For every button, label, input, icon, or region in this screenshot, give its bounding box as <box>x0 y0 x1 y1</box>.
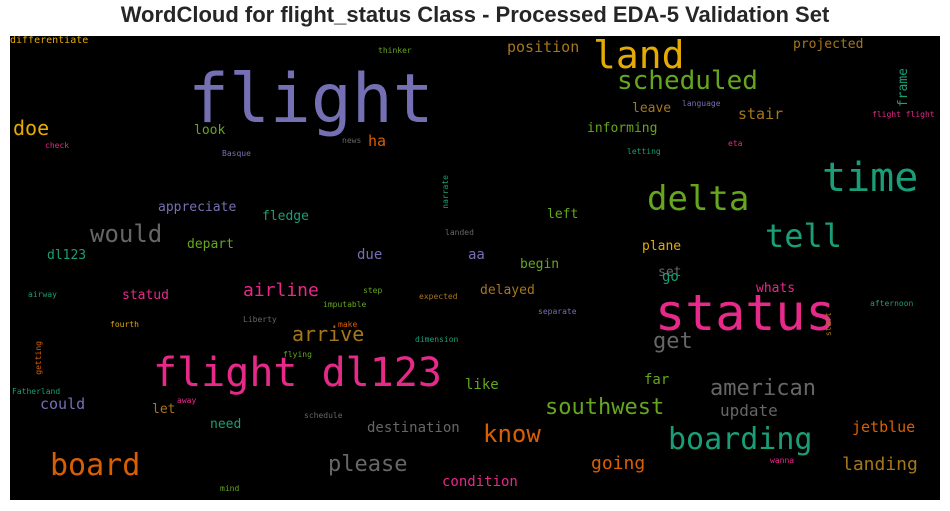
word-airway: airway <box>28 290 57 299</box>
word-afternoon: afternoon <box>870 299 914 308</box>
word-away: away <box>177 396 197 405</box>
word-frame: frame <box>896 68 911 108</box>
word-like: like <box>465 377 499 393</box>
word-statud: statud <box>122 288 169 303</box>
word-please: please <box>328 452 408 477</box>
word-arrive: arrive <box>292 322 365 346</box>
word-wanna: wanna <box>770 456 795 465</box>
word-informing: informing <box>587 121 658 136</box>
word-going: going <box>591 453 646 474</box>
word-look: look <box>194 123 226 138</box>
word-thinker: thinker <box>378 46 412 55</box>
word-status: status <box>655 284 836 342</box>
word-scheduled: scheduled <box>617 66 758 96</box>
word-jetblue: jetblue <box>852 418 916 436</box>
word-board: board <box>50 448 141 483</box>
word-airline: airline <box>243 280 319 301</box>
word-landing: landing <box>842 454 918 475</box>
word-time: time <box>822 155 919 201</box>
word-tell: tell <box>765 217 843 255</box>
word-language: language <box>682 99 721 108</box>
word-letting: letting <box>627 147 661 156</box>
word-american: american <box>710 376 816 401</box>
word-schedule: schedule <box>304 411 343 420</box>
chart-title: WordCloud for flight_status Class - Proc… <box>120 2 830 27</box>
word-eta: eta <box>728 139 743 148</box>
word-separate: separate <box>538 307 577 316</box>
word-know: know <box>483 420 541 448</box>
word-narrate: narrate <box>441 175 450 209</box>
word-expected: expected <box>419 292 458 301</box>
word-start: start <box>824 312 833 337</box>
word-position: position <box>507 38 580 56</box>
word-check: check <box>45 141 70 150</box>
word-far: far <box>644 372 670 388</box>
word-depart: depart <box>187 237 234 252</box>
word-begin: begin <box>520 257 560 272</box>
word-delta: delta <box>647 179 750 219</box>
word-stair: stair <box>738 105 784 123</box>
word-flight: flight <box>188 60 434 139</box>
word-land: land <box>593 36 685 77</box>
word-basque: Basque <box>222 149 251 158</box>
word-whats: whats <box>756 281 796 296</box>
word-getting: getting <box>34 341 43 375</box>
word-plane: plane <box>642 239 682 254</box>
word-set: set <box>658 265 682 280</box>
word-fourth: fourth <box>110 320 139 329</box>
word-cloud: flight status flight dl123 time land delta boa… <box>10 36 940 500</box>
word-fledge: fledge <box>262 209 309 224</box>
word-mind: mind <box>220 484 240 493</box>
word-make: make <box>338 320 358 329</box>
word-projected: projected <box>793 37 864 52</box>
word-imputable: imputable <box>323 300 367 309</box>
word-let: let <box>152 402 176 417</box>
word-southwest: southwest <box>545 395 665 420</box>
word-flight-flight: flight flight <box>872 110 935 119</box>
word-appreciate: appreciate <box>158 200 237 215</box>
word-dl123: dl123 <box>47 248 87 263</box>
word-get: get <box>653 329 693 354</box>
word-ha: ha <box>368 132 387 150</box>
word-dimension: dimension <box>415 335 459 344</box>
word-doe: doe <box>13 116 50 140</box>
word-could: could <box>40 395 86 413</box>
word-news: news <box>342 136 362 145</box>
word-differentiate: differentiate <box>10 36 89 46</box>
word-delayed: delayed <box>480 283 535 298</box>
word-due: due <box>357 247 383 263</box>
word-fatherland: Fatherland <box>12 387 61 396</box>
word-left: left <box>547 207 579 222</box>
word-landed: landed <box>445 228 474 237</box>
word-leave: leave <box>632 101 672 116</box>
word-liberty: Liberty <box>243 315 277 324</box>
word-boarding: boarding <box>668 422 813 457</box>
word-destination: destination <box>367 420 460 436</box>
word-would: would <box>90 220 163 248</box>
word-flight-dl123: flight dl123 <box>153 350 442 396</box>
word-step: step <box>363 286 383 295</box>
word-flying: flying <box>283 350 312 359</box>
word-need: need <box>210 417 242 432</box>
word-update: update <box>720 401 778 420</box>
word-aa: aa <box>468 247 485 263</box>
word-condition: condition <box>442 474 518 490</box>
word-go: go <box>662 269 679 285</box>
